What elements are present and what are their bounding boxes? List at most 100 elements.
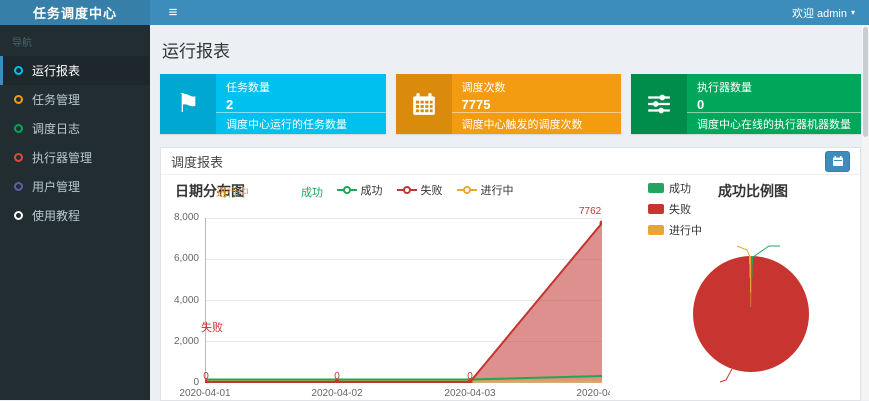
main-content: 运行报表 ⚑ 任务数量 2 调度中心运行的任务数量	[150, 25, 869, 401]
point-label: 0	[467, 371, 473, 382]
chevron-down-icon: ▾	[850, 8, 855, 17]
pie-label-fail: 失败	[201, 322, 223, 334]
pie-label-in-progress: 进行中	[216, 187, 249, 199]
y-axis-tick: 8,000	[173, 212, 199, 223]
calendar-icon	[832, 156, 843, 166]
page-title: 运行报表	[162, 42, 230, 61]
panel-header: 调度报表	[161, 148, 860, 175]
card-description: 调度中心运行的任务数量	[216, 112, 386, 134]
pie-legend-marker	[648, 183, 664, 193]
top-navbar: 任务调度中心 ≡ 欢迎 admin ▾	[0, 0, 869, 25]
calendar-icon	[395, 74, 452, 134]
sliders-icon	[631, 74, 687, 134]
stat-cards-row: ⚑ 任务数量 2 调度中心运行的任务数量	[160, 74, 861, 134]
sidebar-item-label: 执行器管理	[32, 151, 93, 165]
circle-o-icon	[14, 211, 23, 220]
line-legend-marker	[456, 186, 477, 194]
circle-o-icon	[14, 182, 23, 191]
y-axis-tick: 2,000	[173, 336, 199, 347]
sidebar-item-schedule-log[interactable]: 调度日志	[0, 114, 150, 143]
circle-o-icon	[14, 66, 23, 75]
circle-o-icon	[14, 153, 23, 162]
app-logo[interactable]: 任务调度中心	[0, 0, 150, 25]
panel-title: 调度报表	[171, 154, 224, 170]
line-chart-legend: 成功 失败 进行中	[275, 182, 575, 198]
sidebar-item-run-report[interactable]: 运行报表	[0, 56, 150, 85]
x-axis-tick: 2020-04-04	[576, 388, 610, 399]
legend-label: 进行中	[480, 185, 514, 197]
card-label: 执行器数量	[697, 82, 752, 94]
line-chart-canvas	[202, 218, 605, 387]
x-axis-tick: 2020-04-03	[444, 388, 496, 399]
legend-label: 成功	[360, 185, 383, 197]
pie-chart-title: 成功比例图	[718, 183, 788, 199]
pie-label-success: 成功	[301, 187, 323, 199]
sidebar-item-label: 用户管理	[32, 180, 81, 194]
flag-icon: ⚑	[160, 74, 216, 134]
circle-o-icon	[14, 95, 23, 104]
sidebar-item-label: 使用教程	[32, 209, 81, 223]
card-content: 执行器数量 0 调度中心在线的执行器机器数量	[687, 74, 861, 134]
success-ratio-pie[interactable]	[693, 256, 809, 372]
line-chart-plot-area	[202, 218, 605, 387]
legend-label: 失败	[669, 204, 691, 216]
x-axis-tick: 2020-04-02	[311, 388, 363, 399]
peak-value-label: 7762	[579, 206, 602, 217]
card-description: 调度中心在线的执行器机器数量	[687, 112, 861, 134]
legend-item-in-progress[interactable]: 进行中	[456, 182, 514, 198]
legend-label: 成功	[669, 183, 691, 195]
panel-body: 日期分布图 成功 失败 进行中 8,000 6,	[161, 175, 860, 400]
stat-card-task-count[interactable]: ⚑ 任务数量 2 调度中心运行的任务数量	[160, 74, 386, 134]
pie-legend-marker	[648, 225, 664, 235]
schedule-report-panel: 调度报表 日期分布图 成功	[160, 147, 861, 401]
sidebar-section-label: 导航	[12, 38, 32, 49]
card-description: 调度中心触发的调度次数	[451, 112, 621, 134]
legend-item-fail[interactable]: 失败	[648, 201, 702, 217]
pie-chart-legend: 成功 失败 进行中	[648, 180, 702, 243]
card-value: 0	[697, 97, 705, 112]
sidebar-item-task-management[interactable]: 任务管理	[0, 85, 150, 114]
legend-label: 进行中	[669, 225, 702, 237]
y-axis-tick: 0	[193, 377, 199, 388]
date-range-button[interactable]	[825, 150, 850, 172]
legend-item-in-progress[interactable]: 进行中	[648, 222, 702, 238]
user-menu[interactable]: 欢迎 admin ▾	[792, 0, 855, 25]
flag-glyph: ⚑	[176, 89, 200, 119]
card-label: 调度次数	[461, 82, 506, 94]
sidebar-item-label: 任务管理	[32, 93, 81, 107]
calendar-glyph	[412, 93, 435, 115]
card-content: 任务数量 2 调度中心运行的任务数量	[216, 74, 386, 134]
y-axis-tick: 6,000	[173, 253, 199, 264]
card-content: 调度次数 7775 调度中心触发的调度次数	[451, 74, 621, 134]
date-distribution-chart[interactable]: 日期分布图 成功 失败 进行中 8,000 6,	[165, 175, 610, 400]
stat-card-schedule-count[interactable]: 调度次数 7775 调度中心触发的调度次数	[395, 74, 621, 134]
sidebar-item-label: 调度日志	[32, 122, 81, 136]
vertical-scrollbar[interactable]	[862, 25, 869, 400]
legend-item-success[interactable]: 成功	[648, 180, 702, 196]
line-legend-marker	[336, 186, 357, 194]
sidebar-item-executor-management[interactable]: 执行器管理	[0, 143, 150, 172]
sidebar-item-user-management[interactable]: 用户管理	[0, 172, 150, 201]
hamburger-menu-icon[interactable]: ≡	[168, 4, 178, 21]
point-label: 0	[203, 371, 209, 382]
scrollbar-thumb[interactable]	[863, 27, 868, 137]
line-chart-title: 日期分布图	[175, 183, 245, 199]
sidebar-item-tutorial[interactable]: 使用教程	[0, 201, 150, 230]
card-value: 7775	[461, 97, 491, 112]
card-label: 任务数量	[226, 82, 270, 94]
circle-o-icon	[14, 124, 23, 133]
pie-legend-marker	[648, 204, 664, 214]
x-axis-tick: 2020-04-01	[179, 388, 231, 399]
sliders-glyph	[648, 94, 670, 114]
legend-item-success[interactable]: 成功	[336, 182, 383, 198]
welcome-text: 欢迎 admin	[791, 7, 847, 20]
legend-label: 失败	[420, 185, 443, 197]
y-axis-tick: 4,000	[173, 295, 199, 306]
sidebar: 导航 运行报表 任务管理 调度日志 执行器管理 用户管理 使用教程	[0, 25, 150, 400]
stat-card-executor-count[interactable]: 执行器数量 0 调度中心在线的执行器机器数量	[631, 74, 861, 134]
line-legend-marker	[396, 186, 417, 194]
point-label: 0	[334, 371, 340, 382]
sidebar-item-label: 运行报表	[32, 64, 81, 78]
legend-item-fail[interactable]: 失败	[396, 182, 443, 198]
card-value: 2	[226, 97, 234, 112]
